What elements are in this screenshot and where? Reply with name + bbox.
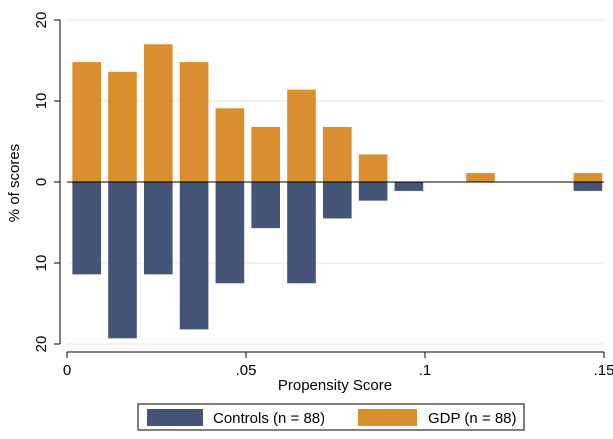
bar-gdp-3 [179, 62, 209, 183]
y-tick-label-2: 0 [33, 178, 50, 186]
legend-label-gdp: GDP (n = 88) [428, 410, 517, 427]
x-tick-label-1: .05 [236, 362, 257, 379]
x-tick-label-2: .1 [419, 362, 432, 379]
bar-gdp-1 [108, 71, 137, 182]
x-axis-title: Propensity Score [278, 377, 392, 394]
legend-swatch-gdp [358, 409, 417, 426]
legend-swatch-controls [147, 409, 203, 426]
bar-gdp-7 [322, 126, 352, 182]
bar-gdp-6 [287, 89, 316, 182]
bar-gdp-2 [143, 44, 173, 182]
bar-controls-6 [287, 182, 316, 284]
bar-gdp-4 [215, 108, 245, 182]
bar-controls-2 [143, 182, 173, 275]
bar-gdp-10 [466, 173, 495, 182]
bar-gdp-5 [251, 126, 281, 182]
bars [72, 44, 603, 339]
y-tick-label-3: 10 [33, 255, 50, 272]
y-tick-label-4: 20 [33, 336, 50, 353]
bar-controls-9 [394, 182, 424, 191]
bar-controls-7 [322, 182, 352, 219]
axes: 20 10 0 10 20 0 .05 .1 .15 [33, 12, 613, 379]
bar-gdp-0 [72, 62, 102, 183]
y-tick-label-0: 20 [33, 12, 50, 29]
bar-controls-5 [251, 182, 281, 229]
legend-label-controls: Controls (n = 88) [213, 410, 325, 427]
y-tick-label-1: 10 [33, 93, 50, 110]
bar-gdp-11 [573, 173, 603, 182]
bar-controls-4 [215, 182, 245, 284]
bar-controls-3 [179, 182, 209, 330]
bar-controls-1 [108, 182, 137, 339]
bar-controls-11 [573, 182, 603, 191]
bar-controls-8 [358, 182, 388, 201]
y-axis-title: % of scores [6, 144, 23, 222]
bar-gdp-8 [358, 154, 388, 182]
x-tick-label-3: .15 [594, 362, 613, 379]
x-tick-label-0: 0 [63, 362, 71, 379]
legend: Controls (n = 88) GDP (n = 88) [137, 403, 525, 431]
bar-controls-0 [72, 182, 102, 275]
